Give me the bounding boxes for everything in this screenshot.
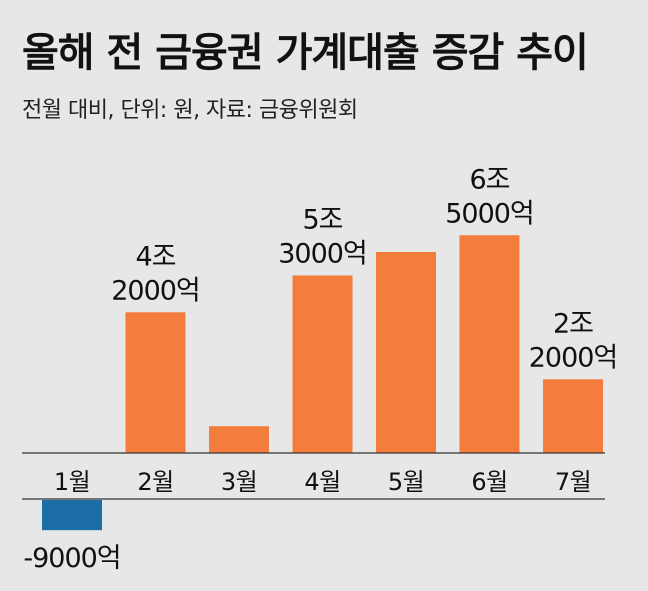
bar-6 [459, 235, 520, 453]
data-label: 2000억 [529, 342, 618, 373]
x-tick-label: 7월 [555, 468, 591, 496]
bar-4 [292, 275, 353, 453]
data-label: 4조 [135, 241, 175, 272]
bar-5 [376, 252, 436, 453]
x-tick-label: 6월 [471, 468, 507, 496]
data-label: 5조 [302, 204, 342, 235]
bar-2 [125, 312, 186, 453]
chart-subtitle: 전월 대비, 단위: 원, 자료: 금융위원회 [22, 98, 358, 123]
bar-3 [209, 426, 269, 453]
x-tick-label: 2월 [137, 468, 173, 496]
data-label: 2조 [553, 308, 593, 339]
x-tick-label: 3월 [221, 468, 257, 496]
bar-7 [543, 379, 603, 453]
x-tick-label: 5월 [388, 468, 424, 496]
bar-1 [42, 500, 102, 531]
data-label: 6조 [469, 164, 509, 195]
chart-title: 올해 전 금융권 가계대출 증감 추이 [22, 30, 589, 76]
x-tick-label: 4월 [304, 468, 340, 496]
data-label: 3000억 [278, 238, 367, 269]
data-label: -9000억 [23, 543, 120, 574]
data-label: 2000억 [111, 275, 200, 306]
x-tick-label: 1월 [54, 468, 90, 496]
data-label: 5000억 [445, 198, 534, 229]
